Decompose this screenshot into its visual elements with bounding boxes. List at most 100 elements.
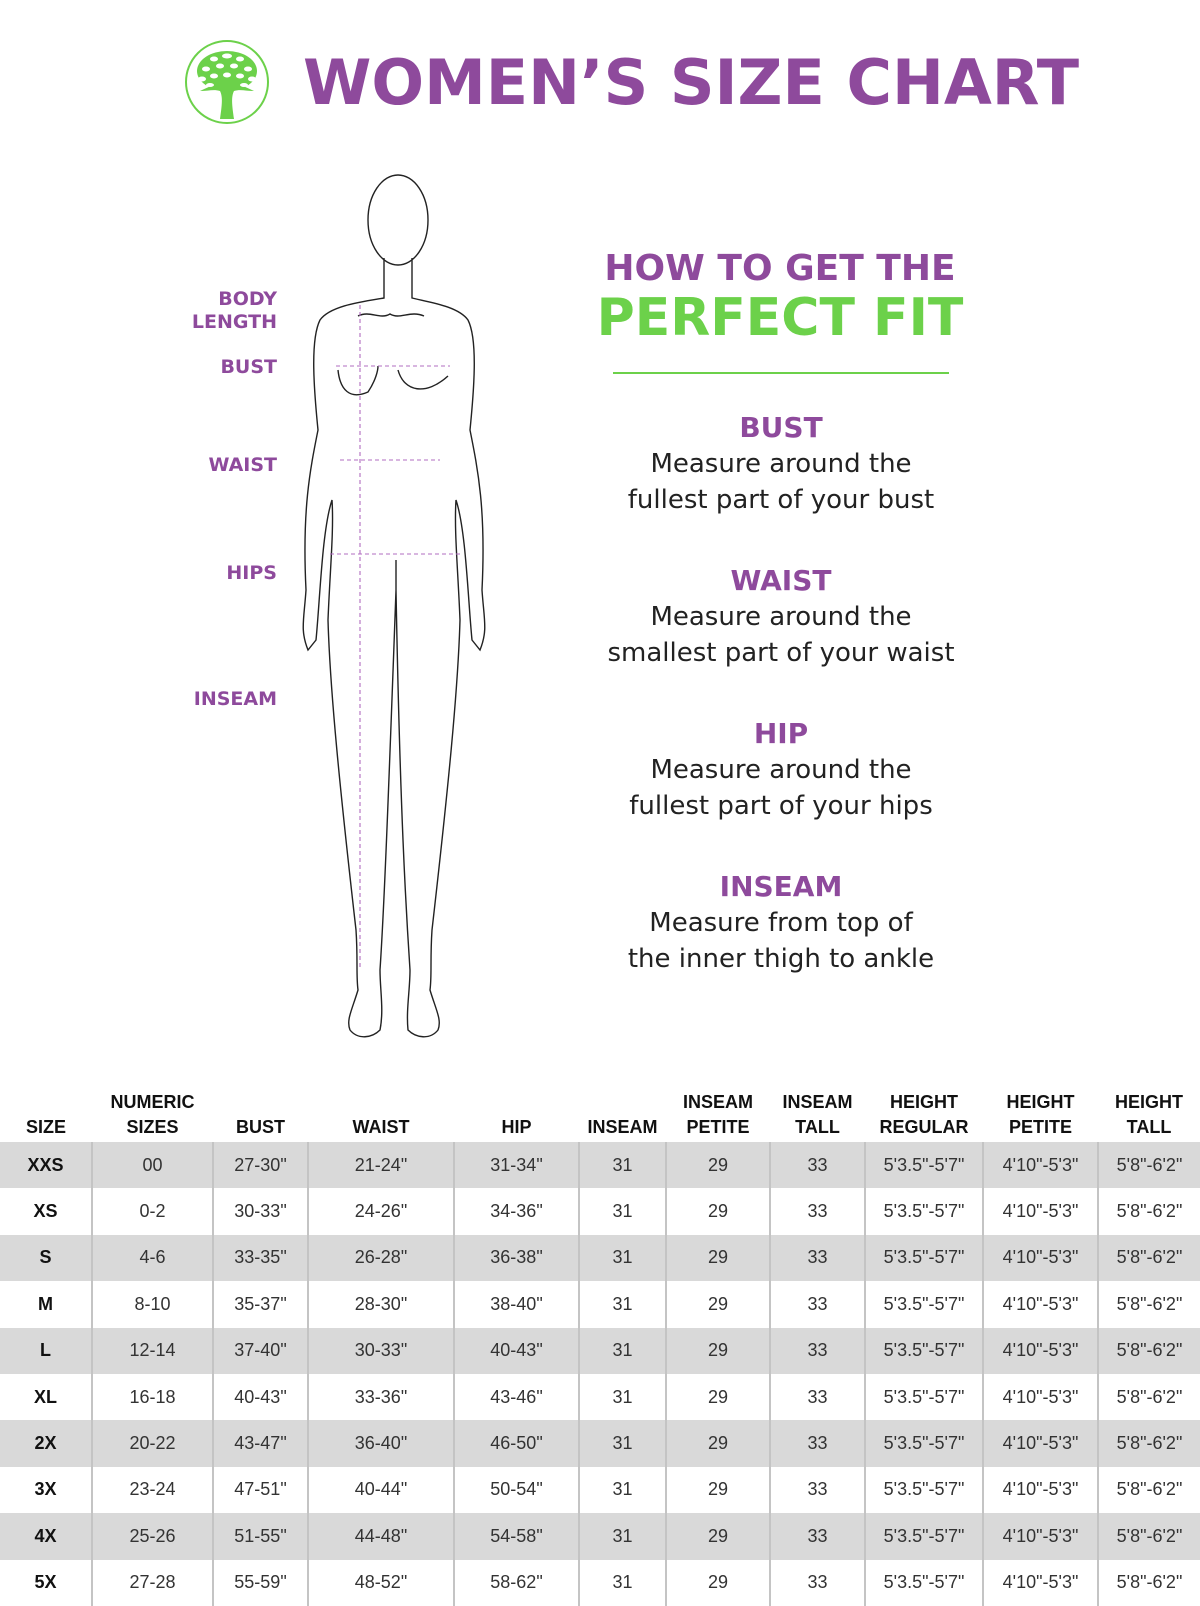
table-cell: 29 bbox=[665, 1188, 770, 1235]
column-header-text: INSEAM bbox=[682, 1092, 753, 1112]
table-row: M 8-10 35-37" 28-30" 38-40" 31 29 33 5'3.5"-5'7"… bbox=[0, 1281, 1200, 1328]
table-cell: 29 bbox=[665, 1466, 770, 1514]
table-cell: 33 bbox=[769, 1327, 865, 1374]
column-header-text: TALL bbox=[795, 1117, 840, 1137]
table-cell: 28-30" bbox=[307, 1281, 454, 1328]
section-title: BUST bbox=[739, 411, 823, 444]
table-cell: 31 bbox=[578, 1281, 666, 1328]
table-cell: 36-38" bbox=[453, 1234, 579, 1282]
table-cell: 4'10"-5'3" bbox=[982, 1234, 1098, 1282]
table-cell: M bbox=[38, 1293, 53, 1314]
table-cell: 5'3.5"-5'7" bbox=[864, 1373, 983, 1421]
column-header: HIP bbox=[454, 1088, 579, 1142]
figure-label-body-length: BODY LENGTH bbox=[192, 288, 277, 334]
section-title: HIP bbox=[753, 717, 809, 750]
column-header-text: INSEAM bbox=[782, 1092, 853, 1112]
table-cell: 38-40" bbox=[453, 1281, 579, 1328]
table-cell: 5'8"-6'2" bbox=[1097, 1559, 1200, 1606]
column-header: INSEAM bbox=[579, 1088, 666, 1142]
section-desc: fullest part of your bust bbox=[627, 485, 935, 515]
perfect-fit-heading: PERFECT FIT bbox=[596, 288, 964, 348]
page-title: WOMEN’S SIZE CHART bbox=[303, 46, 1080, 119]
table-cell: 5'8"-6'2" bbox=[1097, 1327, 1200, 1374]
table-cell: 27-30" bbox=[212, 1142, 308, 1189]
table-cell: 43-46" bbox=[453, 1373, 579, 1421]
table-cell: 58-62" bbox=[453, 1559, 579, 1606]
column-header-text: PETITE bbox=[1008, 1117, 1072, 1137]
section-desc: the inner thigh to ankle bbox=[627, 944, 935, 974]
table-cell: 33-35" bbox=[212, 1234, 308, 1282]
table-cell: 29 bbox=[665, 1420, 770, 1467]
table-cell: 29 bbox=[665, 1513, 770, 1560]
table-cell: 33 bbox=[769, 1373, 865, 1421]
section-title: INSEAM bbox=[719, 870, 843, 903]
table-row: XL 16-18 40-43" 33-36" 43-46" 31 29 33 5'3.5"-5'… bbox=[0, 1373, 1200, 1421]
column-header-text: SIZES bbox=[126, 1117, 179, 1137]
table-cell: 30-33" bbox=[307, 1327, 454, 1374]
section-hip: HIP Measure around the fullest part of you… bbox=[560, 716, 1002, 824]
column-header: WAIST bbox=[308, 1088, 454, 1142]
table-cell: 46-50" bbox=[453, 1420, 579, 1467]
table-cell: 33 bbox=[769, 1420, 865, 1467]
table-cell: 5'8"-6'2" bbox=[1097, 1466, 1200, 1514]
table-cell: 33 bbox=[769, 1188, 865, 1235]
table-cell: S bbox=[0, 1234, 92, 1282]
table-row: S 4-6 33-35" 26-28" 36-38" 31 29 33 5'3.5"-5'7" 4… bbox=[0, 1234, 1200, 1282]
table-cell: 5'3.5"-5'7" bbox=[864, 1420, 983, 1467]
section-desc: Measure around the bbox=[650, 602, 912, 632]
table-cell: 31 bbox=[578, 1513, 666, 1560]
figure-label-hips: HIPS bbox=[226, 562, 277, 584]
section-inseam: INSEAM Measure from top of the inner thigh… bbox=[560, 869, 1002, 977]
table-row: XS 0-2 30-33" 24-26" 34-36" 31 29 33 5'3.5"-5'7"… bbox=[0, 1188, 1200, 1235]
column-header-text: WAIST bbox=[352, 1117, 410, 1137]
table-cell: 33 bbox=[769, 1142, 865, 1189]
table-cell: 33 bbox=[769, 1281, 865, 1328]
table-cell: 29 bbox=[665, 1281, 770, 1328]
table-cell: 29 bbox=[665, 1142, 770, 1189]
table-cell: 4'10"-5'3" bbox=[982, 1559, 1098, 1606]
table-cell: 48-52" bbox=[307, 1559, 454, 1606]
table-cell: 29 bbox=[665, 1234, 770, 1282]
table-cell: 43-47" bbox=[212, 1420, 308, 1467]
table-cell: 4'10"-5'3" bbox=[982, 1188, 1098, 1235]
table-cell: 3X bbox=[34, 1479, 57, 1500]
table-cell: 4'10"-5'3" bbox=[982, 1513, 1098, 1560]
table-row: XXS 00 27-30" 21-24" 31-34" 31 29 33 5'3.5"-5'7"… bbox=[0, 1142, 1200, 1189]
section-desc: fullest part of your hips bbox=[629, 791, 933, 821]
section-desc: smallest part of your waist bbox=[607, 638, 955, 668]
table-cell: 00 bbox=[91, 1142, 213, 1189]
table-cell: 54-58" bbox=[453, 1513, 579, 1560]
table-cell: 5X bbox=[34, 1572, 57, 1593]
table-cell: XL bbox=[33, 1386, 57, 1407]
table-cell: 36-40" bbox=[307, 1420, 454, 1467]
table-cell: 0-2 bbox=[91, 1188, 213, 1235]
table-cell: 35-37" bbox=[212, 1281, 308, 1328]
table-cell: 40-44" bbox=[307, 1466, 454, 1514]
table-cell: 33-36" bbox=[307, 1373, 454, 1421]
column-header: HEIGHT REGULAR bbox=[865, 1088, 983, 1142]
table-cell: 4-6 bbox=[91, 1234, 213, 1282]
body-length-line2: LENGTH bbox=[191, 311, 277, 333]
table-cell: 5'3.5"-5'7" bbox=[864, 1466, 983, 1514]
table-cell: 33 bbox=[769, 1466, 865, 1514]
section-waist: WAIST Measure around the smallest part of … bbox=[560, 563, 1002, 671]
column-header: INSEAM TALL bbox=[770, 1088, 865, 1142]
column-header-text: REGULAR bbox=[879, 1117, 969, 1137]
table-cell: 40-43" bbox=[212, 1373, 308, 1421]
table-cell: 5'8"-6'2" bbox=[1097, 1373, 1200, 1421]
table-cell: 5'8"-6'2" bbox=[1097, 1420, 1200, 1467]
table-cell: 34-36" bbox=[453, 1188, 579, 1235]
table-cell: 50-54" bbox=[453, 1466, 579, 1514]
table-cell: 4X bbox=[0, 1513, 92, 1560]
table-cell: 24-26" bbox=[307, 1188, 454, 1235]
table-cell: 31 bbox=[578, 1327, 666, 1374]
table-cell: 8-10 bbox=[91, 1281, 213, 1328]
table-cell: 5'3.5"-5'7" bbox=[864, 1327, 983, 1374]
column-header-text: HEIGHT bbox=[1006, 1092, 1075, 1112]
column-header: HEIGHT PETITE bbox=[983, 1088, 1098, 1142]
table-cell: 16-18 bbox=[91, 1373, 213, 1421]
table-cell: 5'8"-6'2" bbox=[1097, 1513, 1200, 1560]
table-cell: 4'10"-5'3" bbox=[982, 1281, 1098, 1328]
table-cell: 33 bbox=[769, 1559, 865, 1606]
table-cell: 4'10"-5'3" bbox=[982, 1466, 1098, 1514]
